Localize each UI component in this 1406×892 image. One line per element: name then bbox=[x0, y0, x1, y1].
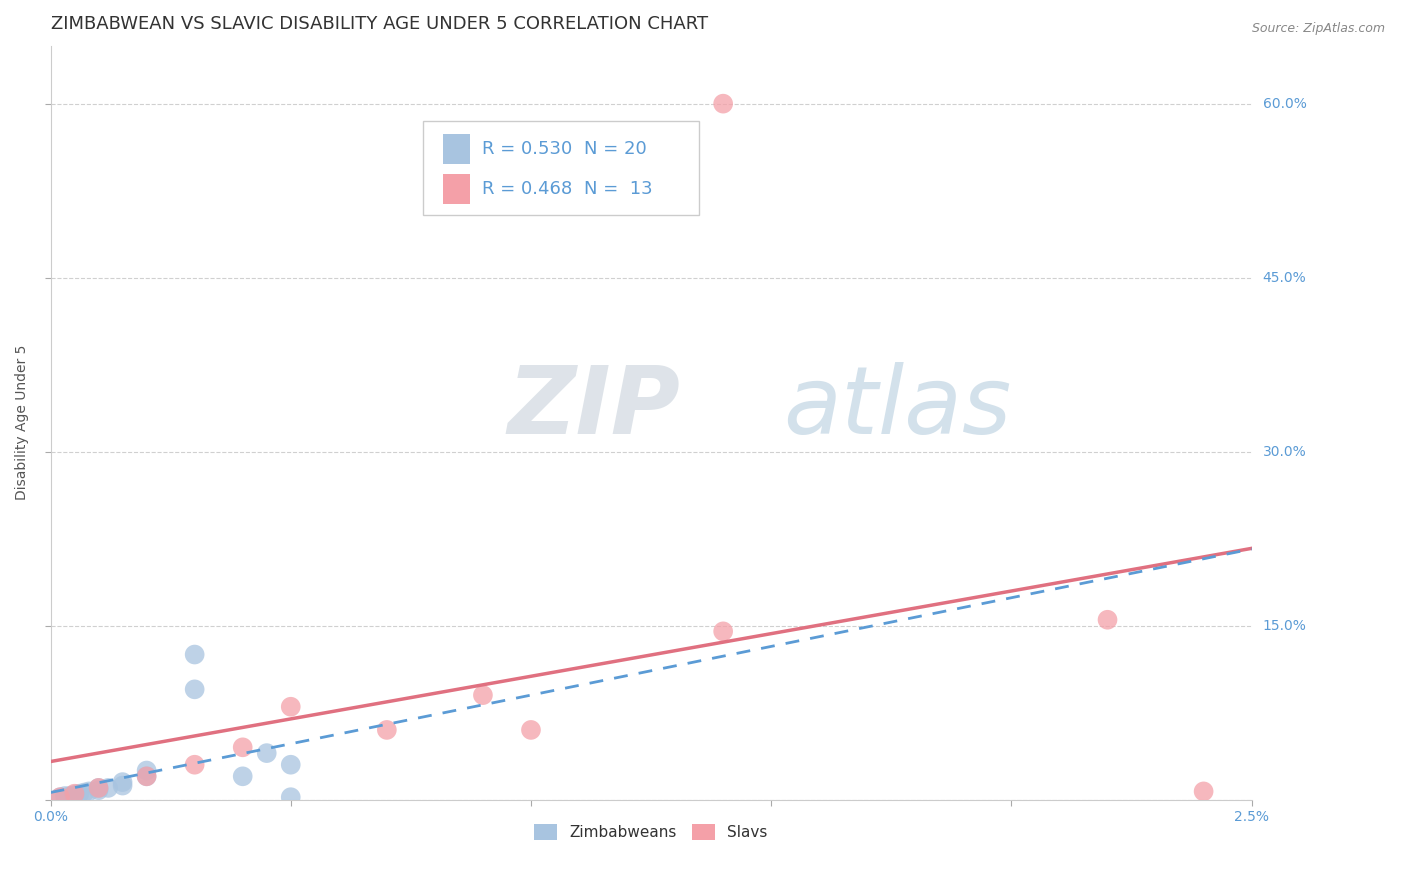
Text: N =  13: N = 13 bbox=[583, 180, 652, 198]
Point bbox=[520, 723, 543, 737]
Point bbox=[256, 746, 278, 760]
Point bbox=[63, 788, 86, 802]
Point bbox=[49, 790, 72, 805]
Point bbox=[87, 780, 110, 795]
Point bbox=[183, 682, 205, 697]
Point bbox=[77, 784, 100, 798]
Text: ZIP: ZIP bbox=[508, 361, 681, 453]
Bar bbox=[443, 134, 470, 164]
Point bbox=[711, 624, 734, 639]
Text: N = 20: N = 20 bbox=[583, 140, 647, 158]
FancyBboxPatch shape bbox=[423, 121, 699, 215]
Point bbox=[1192, 784, 1215, 798]
Point bbox=[87, 783, 110, 797]
Text: Source: ZipAtlas.com: Source: ZipAtlas.com bbox=[1251, 22, 1385, 36]
Point bbox=[63, 787, 86, 801]
Text: ZIMBABWEAN VS SLAVIC DISABILITY AGE UNDER 5 CORRELATION CHART: ZIMBABWEAN VS SLAVIC DISABILITY AGE UNDE… bbox=[51, 15, 707, 33]
Point bbox=[59, 789, 82, 803]
Y-axis label: Disability Age Under 5: Disability Age Under 5 bbox=[15, 345, 30, 500]
Text: atlas: atlas bbox=[783, 362, 1011, 453]
Point bbox=[471, 688, 494, 702]
Point bbox=[232, 769, 254, 783]
Point bbox=[135, 769, 157, 783]
Point bbox=[375, 723, 398, 737]
Point bbox=[280, 757, 302, 772]
Point bbox=[135, 769, 157, 783]
Text: R = 0.468: R = 0.468 bbox=[482, 180, 572, 198]
Point bbox=[67, 787, 90, 801]
Point bbox=[711, 96, 734, 111]
Text: 45.0%: 45.0% bbox=[1263, 270, 1306, 285]
Point bbox=[1097, 613, 1119, 627]
Point bbox=[280, 699, 302, 714]
Text: 15.0%: 15.0% bbox=[1263, 618, 1306, 632]
Point bbox=[183, 757, 205, 772]
Text: R = 0.530: R = 0.530 bbox=[482, 140, 572, 158]
Point bbox=[135, 764, 157, 778]
Bar bbox=[443, 174, 470, 204]
Point bbox=[49, 790, 72, 805]
Point bbox=[183, 648, 205, 662]
Point bbox=[53, 789, 76, 803]
Point bbox=[232, 740, 254, 755]
Legend: Zimbabweans, Slavs: Zimbabweans, Slavs bbox=[529, 818, 773, 847]
Point bbox=[111, 779, 134, 793]
Point bbox=[111, 775, 134, 789]
Text: 30.0%: 30.0% bbox=[1263, 444, 1306, 458]
Point bbox=[73, 786, 96, 800]
Point bbox=[280, 790, 302, 805]
Point bbox=[97, 780, 120, 795]
Point bbox=[87, 780, 110, 795]
Text: 60.0%: 60.0% bbox=[1263, 96, 1306, 111]
